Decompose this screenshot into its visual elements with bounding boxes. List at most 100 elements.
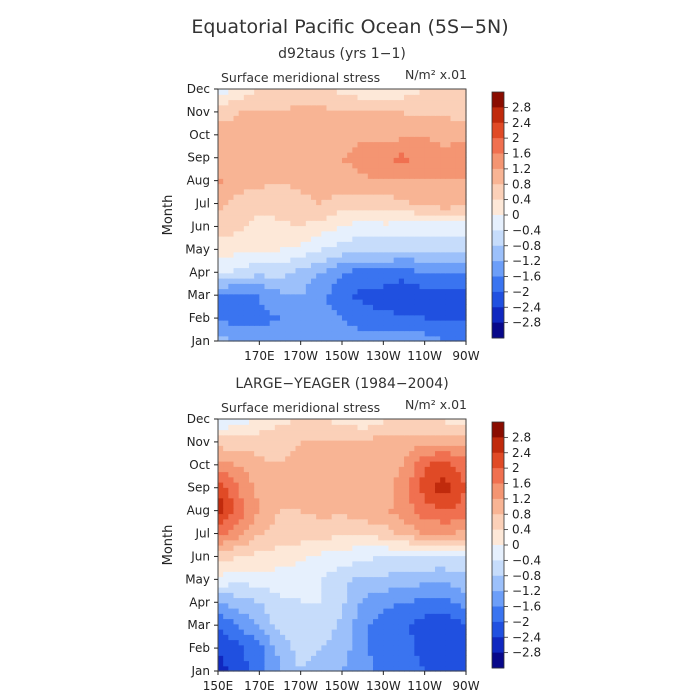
heatmap-cell xyxy=(450,650,457,656)
heatmap-cell xyxy=(228,262,235,269)
heatmap-cell xyxy=(233,503,240,509)
heatmap-cell xyxy=(316,655,322,662)
heatmap-cell xyxy=(383,330,390,337)
heatmap-cell xyxy=(295,120,302,127)
heatmap-cell xyxy=(352,167,359,174)
heatmap-cell xyxy=(233,613,240,620)
heatmap-cell xyxy=(393,545,400,551)
heatmap-cell xyxy=(249,424,255,431)
heatmap-cell xyxy=(259,283,266,290)
heatmap-cell xyxy=(274,450,281,457)
heatmap-cell xyxy=(373,555,379,562)
heatmap-cell xyxy=(450,330,457,337)
heatmap-cell xyxy=(300,325,307,332)
heatmap-cell xyxy=(228,665,235,672)
heatmap-cell xyxy=(455,325,462,332)
heatmap-cell xyxy=(383,592,390,599)
heatmap-cell xyxy=(243,162,250,169)
heatmap-cell xyxy=(249,104,255,111)
heatmap-cell xyxy=(424,571,431,578)
heatmap-cell xyxy=(280,167,286,174)
heatmap-cell xyxy=(414,450,421,457)
heatmap-cell xyxy=(429,581,436,588)
heatmap-cell xyxy=(398,550,405,557)
heatmap-cell xyxy=(254,320,260,326)
heatmap-cell xyxy=(218,99,224,106)
colorbar-segment xyxy=(492,168,504,185)
heatmap-cell xyxy=(409,320,415,326)
heatmap-cell xyxy=(233,278,240,284)
heatmap-cell xyxy=(414,215,421,221)
heatmap-cell xyxy=(409,257,415,263)
heatmap-cell xyxy=(362,89,369,95)
heatmap-cell xyxy=(357,288,364,295)
heatmap-cell xyxy=(450,587,457,593)
heatmap-cell xyxy=(331,204,338,211)
heatmap-cell xyxy=(233,136,240,143)
heatmap-cell xyxy=(300,450,307,457)
heatmap-cell xyxy=(305,429,312,436)
heatmap-cell xyxy=(300,492,307,499)
heatmap-cell xyxy=(290,613,297,620)
heatmap-cell xyxy=(331,262,338,269)
heatmap-cell xyxy=(311,131,317,137)
heatmap-cell xyxy=(450,136,457,143)
heatmap-cell xyxy=(367,529,374,536)
heatmap-cell xyxy=(218,634,224,641)
heatmap-cell xyxy=(393,571,400,578)
heatmap-cell xyxy=(435,665,441,672)
heatmap-cell xyxy=(367,623,374,630)
heatmap-cell xyxy=(342,434,348,441)
heatmap-cell xyxy=(326,497,333,504)
heatmap-cell xyxy=(218,608,224,614)
heatmap-cell xyxy=(414,660,421,667)
heatmap-cell xyxy=(383,529,390,536)
heatmap-cell xyxy=(264,503,271,509)
heatmap-cell xyxy=(450,471,457,478)
heatmap-cell xyxy=(259,299,266,305)
heatmap-cell xyxy=(269,278,276,284)
heatmap-cell xyxy=(383,618,390,625)
heatmap-cell xyxy=(460,131,467,137)
heatmap-cell xyxy=(326,660,333,667)
heatmap-cell xyxy=(445,461,452,467)
heatmap-cell xyxy=(347,209,353,216)
heatmap-cell xyxy=(285,225,291,232)
heatmap-cell xyxy=(285,199,291,206)
heatmap-cell xyxy=(342,94,348,101)
heatmap-cell xyxy=(409,482,415,488)
heatmap-cell xyxy=(254,278,260,284)
heatmap-cell xyxy=(352,534,359,541)
heatmap-cell xyxy=(218,178,224,185)
heatmap-cell xyxy=(393,146,400,153)
heatmap-cell xyxy=(404,309,410,316)
heatmap-cell xyxy=(243,335,250,342)
heatmap-cell xyxy=(254,236,260,242)
heatmap-cell xyxy=(223,131,229,137)
heatmap-cell xyxy=(218,539,224,546)
heatmap-cell xyxy=(440,650,446,656)
heatmap-cell xyxy=(347,665,353,672)
heatmap-cell xyxy=(269,608,276,614)
heatmap-cell xyxy=(336,655,343,662)
heatmap-cell xyxy=(357,524,364,530)
heatmap-cell xyxy=(300,110,307,116)
heatmap-cell xyxy=(388,89,395,95)
heatmap-cell xyxy=(414,94,421,101)
heatmap-cell xyxy=(342,173,348,179)
heatmap-cell xyxy=(218,283,224,290)
heatmap-cell xyxy=(342,236,348,242)
heatmap-cell xyxy=(383,434,390,441)
heatmap-cell xyxy=(331,587,338,593)
heatmap-cell xyxy=(243,571,250,578)
heatmap-cell xyxy=(342,487,348,494)
heatmap-cell xyxy=(362,125,369,132)
heatmap-cell xyxy=(238,288,245,295)
heatmap-cell xyxy=(305,141,312,148)
heatmap-cell xyxy=(326,571,333,578)
heatmap-cell xyxy=(238,320,245,326)
colorbar-label: −0.4 xyxy=(512,553,541,567)
heatmap-cell xyxy=(367,613,374,620)
heatmap-cell xyxy=(336,162,343,169)
heatmap-cell xyxy=(311,571,317,578)
